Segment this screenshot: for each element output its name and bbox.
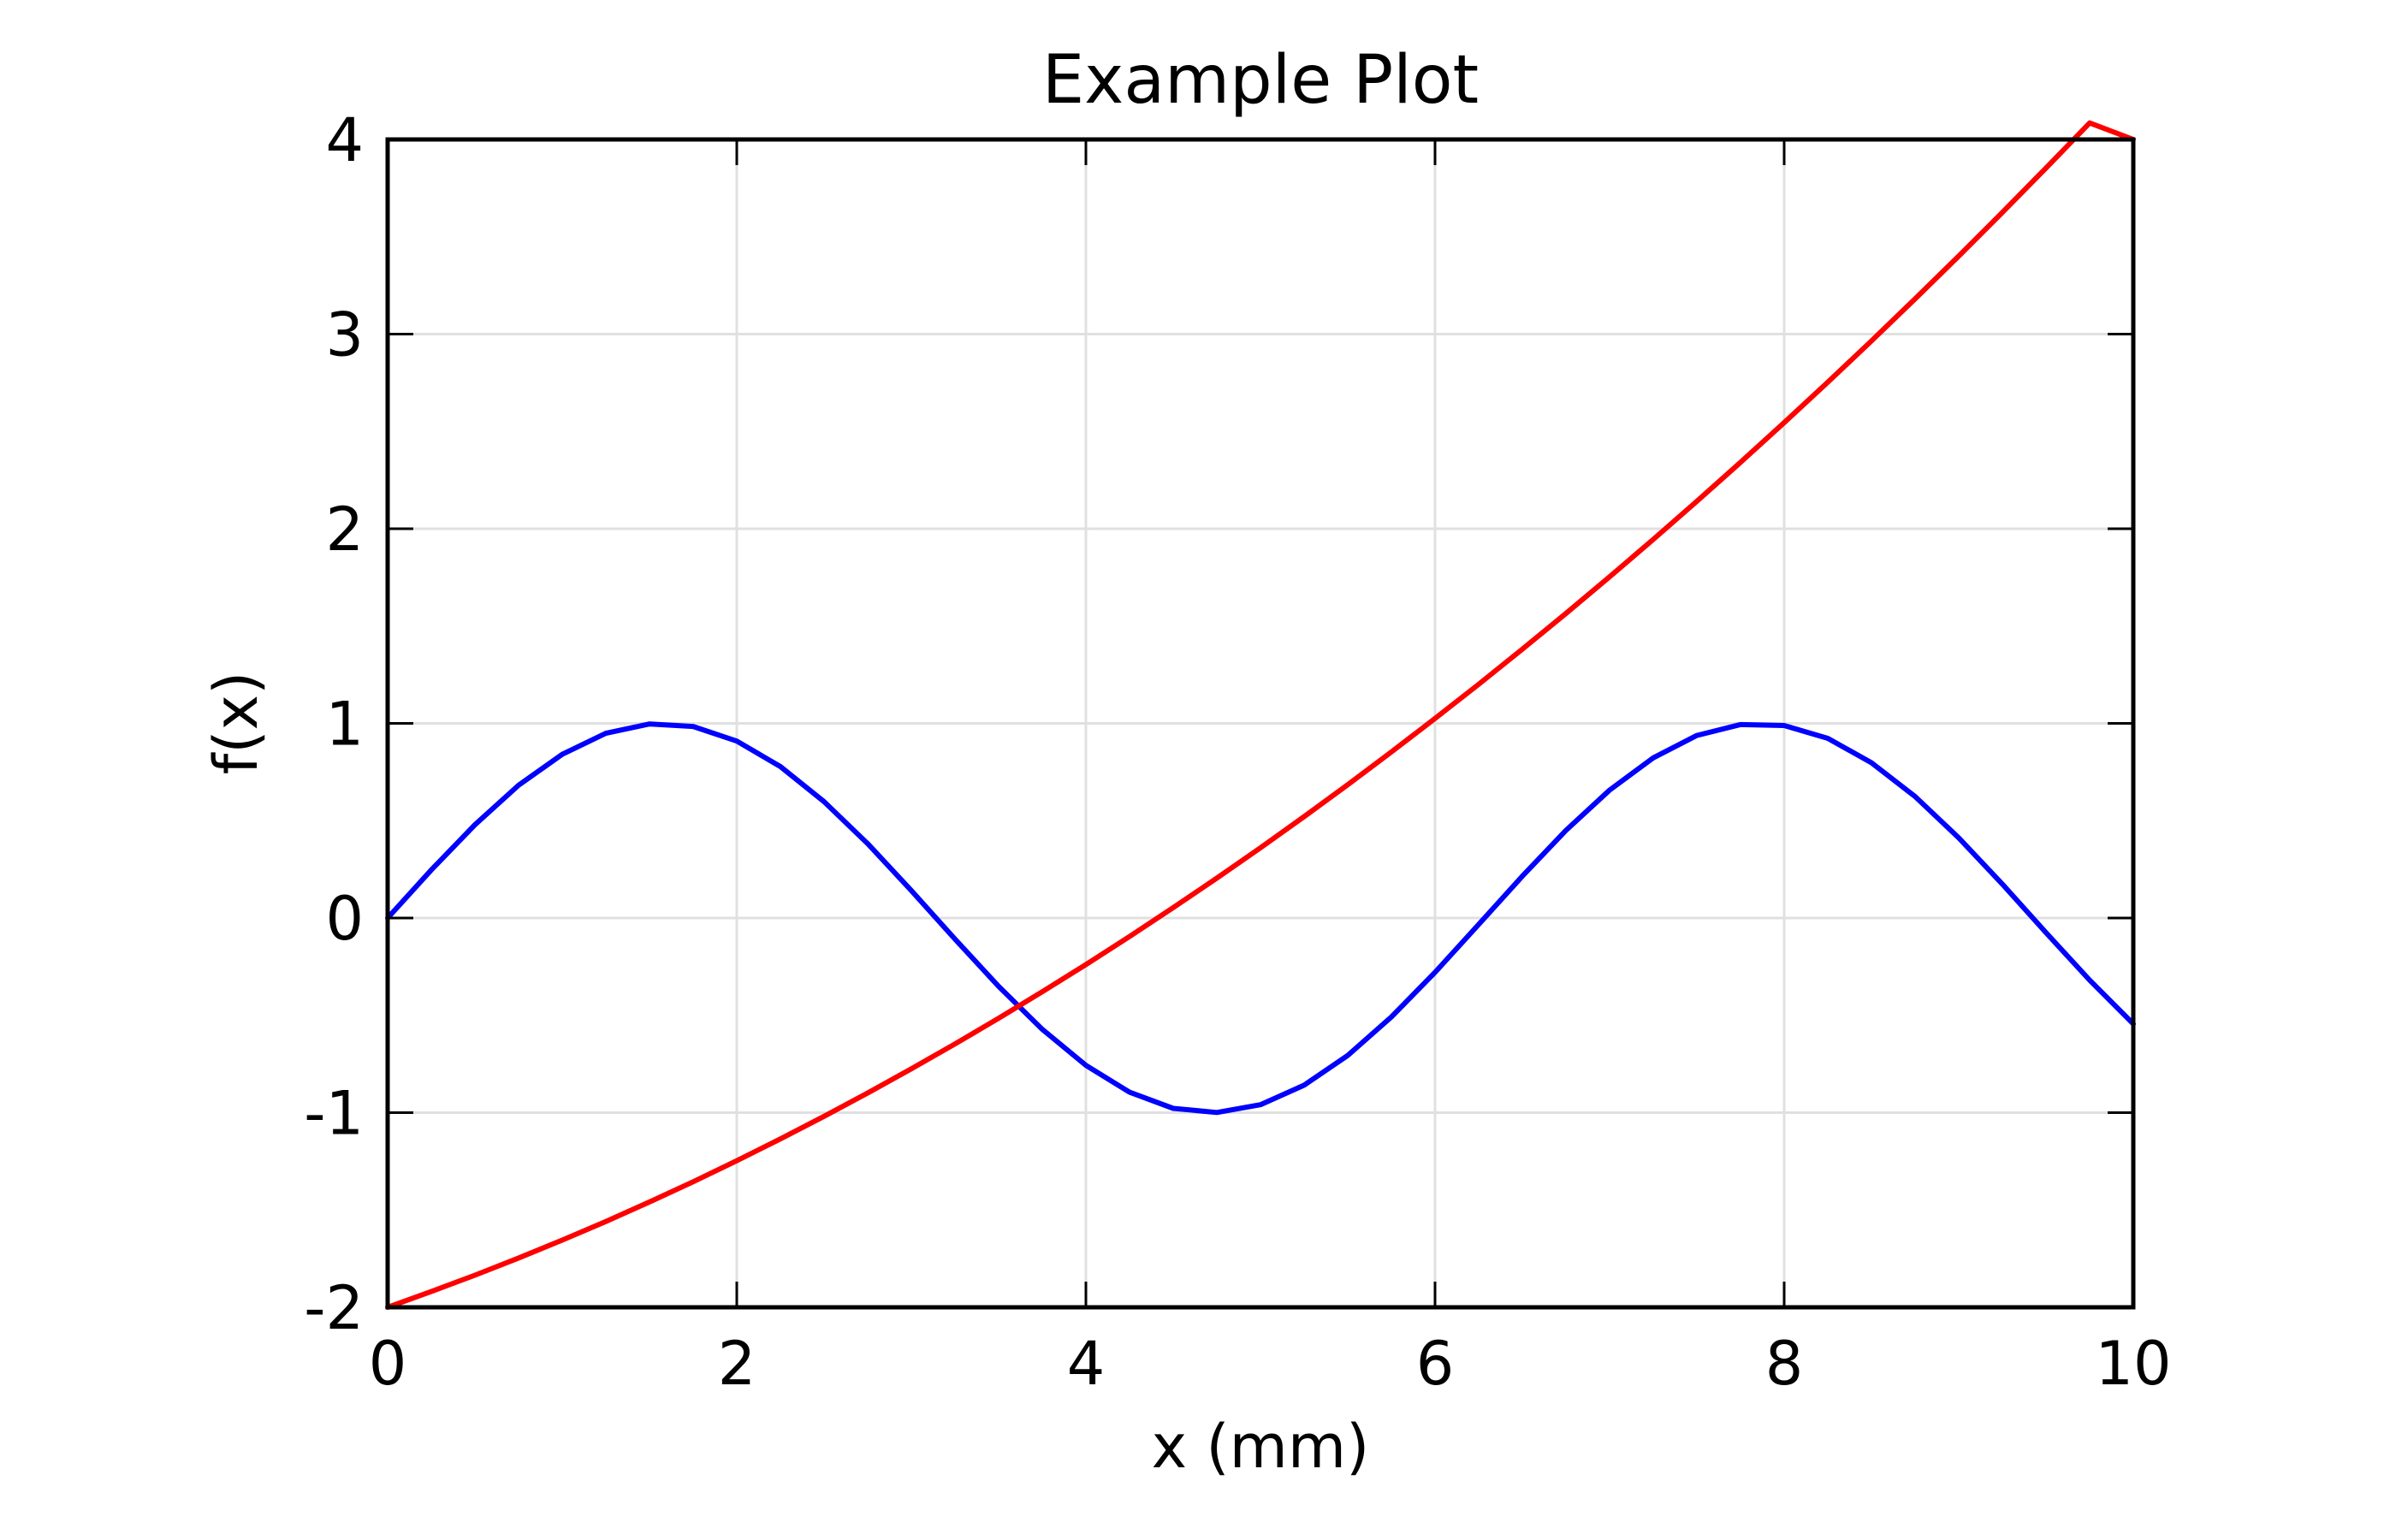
series-line-1 xyxy=(385,721,2136,1116)
chart-title: Example Plot xyxy=(1042,42,1479,119)
y-tick-label: 3 xyxy=(325,300,364,370)
y-axis-title: f(x) xyxy=(201,672,271,775)
y-tick-labels: -2 -1 0 1 2 3 4 xyxy=(304,105,364,1343)
x-tick-label: 6 xyxy=(1416,1329,1455,1399)
x-tick-label: 4 xyxy=(1067,1329,1106,1399)
grid-lines xyxy=(388,139,2133,1307)
y-tick-label: 2 xyxy=(325,495,364,565)
y-tick-label: 0 xyxy=(325,884,364,954)
x-tick-label: 0 xyxy=(369,1329,407,1399)
y-tick-label: 1 xyxy=(325,690,364,760)
y-tick-label: -1 xyxy=(304,1079,364,1149)
x-axis-title: x (mm) xyxy=(1152,1412,1370,1482)
x-tick-label: 8 xyxy=(1765,1329,1804,1399)
series-lines xyxy=(385,120,2136,1310)
x-tick-labels: 0 2 4 6 8 10 xyxy=(369,1329,2172,1399)
y-tick-label: -2 xyxy=(304,1273,364,1343)
y-tick-label: 4 xyxy=(325,105,364,175)
series-line-2 xyxy=(385,120,2136,1310)
x-tick-label: 2 xyxy=(718,1329,756,1399)
axis-ticks xyxy=(386,138,2135,1309)
x-tick-label: 10 xyxy=(2095,1329,2171,1399)
